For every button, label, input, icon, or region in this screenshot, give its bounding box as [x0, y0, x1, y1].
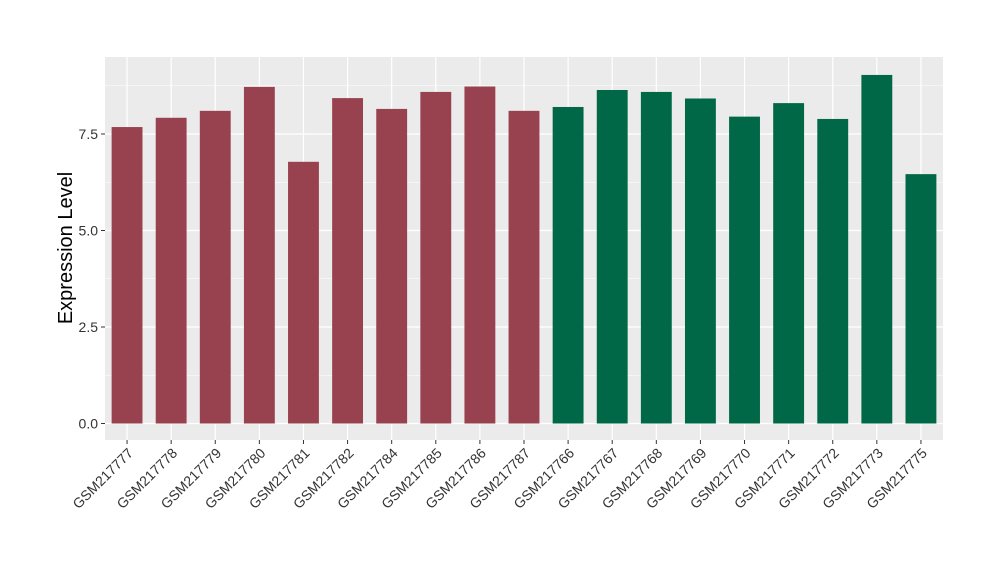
bar-GSM217770: [729, 116, 760, 424]
bar-GSM217784: [376, 108, 408, 424]
bar-GSM217768: [640, 91, 672, 424]
bar-GSM217778: [155, 117, 187, 424]
y-tick-label: 7.5: [79, 126, 99, 142]
y-axis: 0.0 2.5 5.0 7.5: [79, 126, 105, 432]
bar-GSM217766: [552, 106, 584, 424]
bar-GSM217771: [773, 103, 805, 424]
bar-GSM217773: [861, 74, 893, 424]
bar-GSM217777: [111, 127, 143, 424]
bar-GSM217767: [596, 89, 628, 424]
bar-GSM217772: [817, 118, 849, 424]
bar-GSM217786: [464, 86, 496, 424]
bar-GSM217785: [420, 91, 452, 424]
y-axis-title: Expression Level: [55, 172, 77, 324]
bar-GSM217769: [684, 98, 716, 424]
bar-GSM217782: [332, 98, 364, 424]
bars: [111, 74, 937, 424]
bar-GSM217781: [288, 161, 319, 424]
y-tick-label: 5.0: [79, 223, 99, 239]
y-tick-label: 0.0: [79, 416, 99, 432]
bar-GSM217780: [243, 86, 275, 424]
bar-GSM217787: [508, 110, 540, 424]
bar-GSM217775: [905, 174, 937, 424]
x-axis: GSM217777GSM217778GSM217779GSM217780GSM2…: [69, 440, 930, 512]
bar-GSM217779: [199, 110, 231, 424]
y-tick-label: 2.5: [79, 319, 99, 335]
